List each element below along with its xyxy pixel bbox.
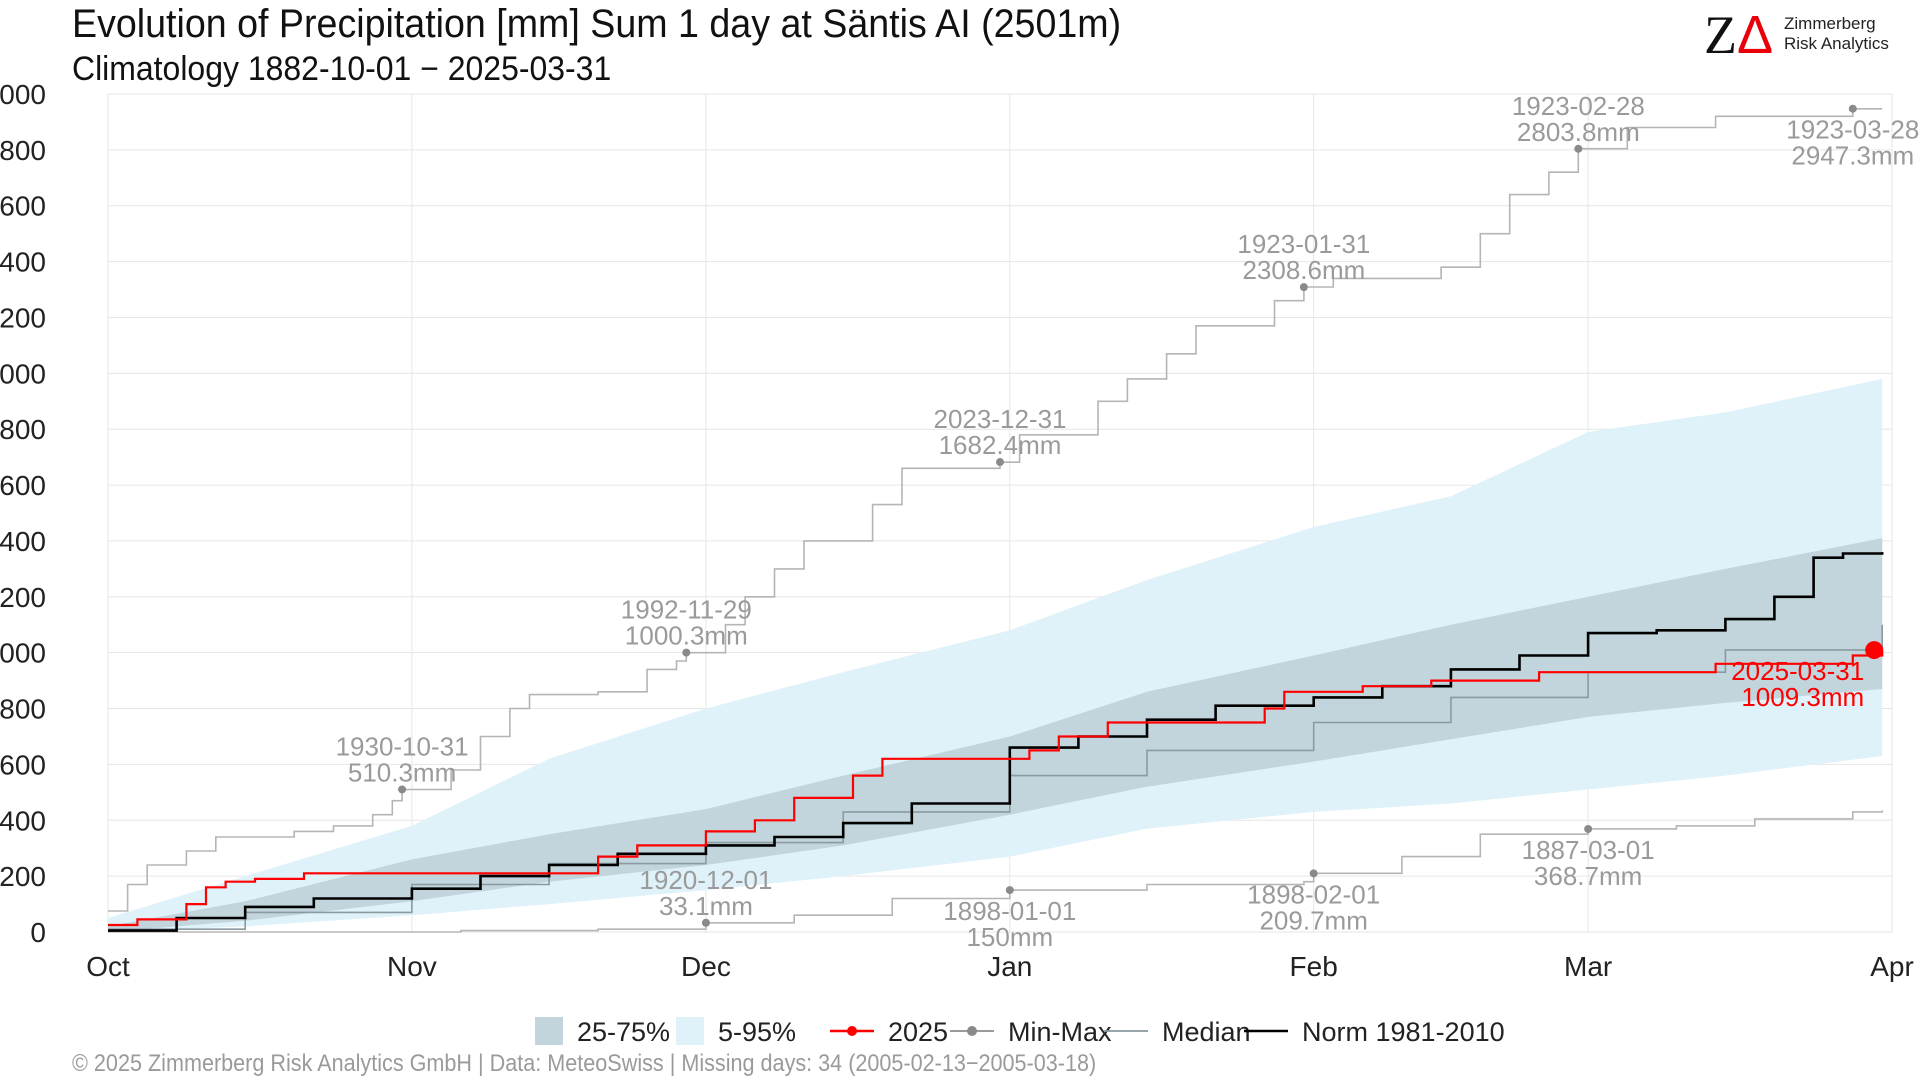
company-logo: ZΔ Zimmerberg Risk Analytics <box>1704 5 1914 65</box>
annotation-date: 1923-02-28 <box>1512 91 1645 121</box>
series-line-current <box>108 650 1884 927</box>
legend-swatch-band_5_95 <box>676 1017 704 1045</box>
annotation-date: 1920-12-01 <box>639 865 772 895</box>
annotation-value: 510.3mm <box>348 757 456 787</box>
footer-credits: © 2025 Zimmerberg Risk Analytics GmbH | … <box>72 1050 1097 1077</box>
legend-swatch-band_25_75 <box>535 1017 563 1045</box>
y-tick-label: 2000 <box>0 358 46 389</box>
legend-label-current: 2025 <box>888 1017 948 1047</box>
annotation-value: 368.7mm <box>1534 861 1642 891</box>
y-tick-label: 1800 <box>0 414 46 445</box>
annotation-value: 150mm <box>966 922 1053 952</box>
x-tick-label: Oct <box>86 951 130 982</box>
annotation-point <box>1299 283 1308 292</box>
grid-lines <box>107 93 1893 933</box>
legend-label-band_5_95: 5-95% <box>718 1017 796 1047</box>
annotation-value: 33.1mm <box>659 891 753 921</box>
x-tick-label: Apr <box>1870 951 1914 982</box>
annotation-value: 2308.6mm <box>1242 255 1365 285</box>
legend-label-norm: Norm 1981-2010 <box>1302 1017 1505 1047</box>
annotation-point <box>1848 104 1857 113</box>
legend-label-median: Median <box>1162 1017 1251 1047</box>
annotation-point <box>701 918 710 927</box>
annotation-value: 1009.3mm <box>1741 682 1864 712</box>
annotation-date: 2023-12-31 <box>934 404 1067 434</box>
logo-line-2: Risk Analytics <box>1784 34 1889 53</box>
annotation-point <box>1005 886 1014 895</box>
annotation-point <box>682 648 691 657</box>
annotation-date: 1887-03-01 <box>1522 835 1655 865</box>
y-tick-label: 200 <box>0 861 46 892</box>
annotation-date: 1992-11-29 <box>621 595 752 625</box>
y-tick-label: 1000 <box>0 638 46 669</box>
annotation-point <box>1574 144 1583 153</box>
annotation-point <box>1584 825 1593 834</box>
annotation-value: 2947.3mm <box>1791 141 1914 171</box>
band-5-95 <box>108 378 1883 932</box>
y-tick-label: 3000 <box>0 79 46 110</box>
x-axis-ticks: Oct Nov Dec Jan Feb Mar Apr <box>86 951 1914 982</box>
legend-label-band_25_75: 25-75% <box>577 1017 670 1047</box>
chart-subtitle: Climatology 1882-10-01 − 2025-03-31 <box>72 50 612 88</box>
y-tick-label: 800 <box>0 694 46 725</box>
x-tick-label: Dec <box>681 951 731 982</box>
annotation-date: 1898-01-01 <box>943 896 1076 926</box>
legend: 25-75% 5-95% 2025 Min-Max Median Norm 1981-20… <box>535 1017 1505 1047</box>
annotation-date: 1923-03-28 <box>1786 115 1919 145</box>
series-line-min <box>108 810 1883 933</box>
logo-line-1: Zimmerberg <box>1784 14 1876 33</box>
annotation-value: 2803.8mm <box>1517 117 1640 147</box>
y-tick-label: 1600 <box>0 470 46 501</box>
annotation-point <box>1865 641 1884 660</box>
y-tick-label: 400 <box>0 805 46 836</box>
x-tick-label: Feb <box>1290 951 1338 982</box>
series-lines <box>108 108 1884 933</box>
logo-text: Zimmerberg Risk Analytics <box>1784 14 1889 54</box>
legend-marker-current <box>847 1026 857 1036</box>
y-tick-label: 2800 <box>0 135 46 166</box>
annotation-point <box>1309 869 1318 878</box>
y-axis-ticks: 0 200 400 600 800 1000 1200 1400 1600 1800 2000 220… <box>0 79 46 948</box>
annotation-value: 209.7mm <box>1259 905 1367 935</box>
y-tick-label: 2600 <box>0 191 46 222</box>
annotation-point <box>398 785 407 794</box>
annotation-date: 1930-10-31 <box>336 731 469 761</box>
annotation-value: 1000.3mm <box>625 621 748 651</box>
series-line-max <box>108 108 1883 912</box>
x-tick-label: Jan <box>987 951 1032 982</box>
annotation-date: 2025-03-31 <box>1731 656 1864 686</box>
x-tick-label: Mar <box>1564 951 1612 982</box>
logo-mark-icon: ZΔ <box>1704 5 1774 65</box>
x-tick-label: Nov <box>387 951 437 982</box>
y-tick-label: 2200 <box>0 302 46 333</box>
annotation-value: 1682.4mm <box>939 430 1062 460</box>
annotation-date: 1898-02-01 <box>1247 879 1380 909</box>
y-tick-label: 2400 <box>0 247 46 278</box>
chart-title: Evolution of Precipitation [mm] Sum 1 da… <box>72 2 1122 46</box>
legend-marker-minmax <box>967 1026 977 1036</box>
y-tick-label: 0 <box>30 917 46 948</box>
band-25-75 <box>108 538 1883 932</box>
y-tick-label: 1400 <box>0 526 46 557</box>
legend-label-minmax: Min-Max <box>1008 1017 1112 1047</box>
annotation-point <box>996 458 1004 467</box>
annotation-date: 1923-01-31 <box>1237 229 1370 259</box>
y-tick-label: 1200 <box>0 582 46 613</box>
percentile-bands <box>108 378 1883 932</box>
y-tick-label: 600 <box>0 749 46 780</box>
annotation-points <box>398 104 1884 927</box>
